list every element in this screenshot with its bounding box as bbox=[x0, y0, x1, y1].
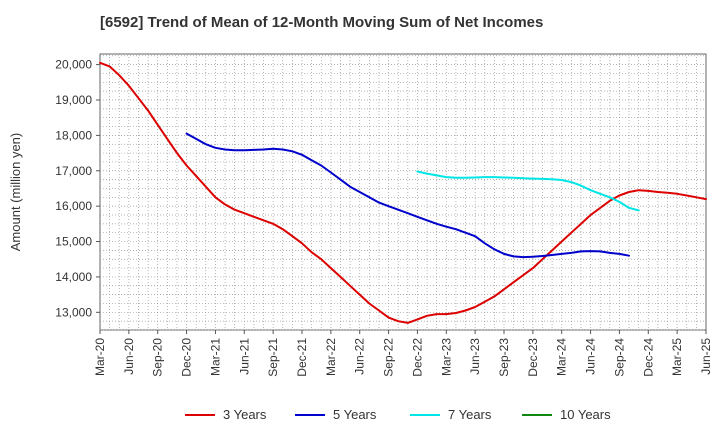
x-tick-label: Sep-20 bbox=[151, 338, 165, 377]
legend-label: 7 Years bbox=[448, 407, 492, 422]
chart-title: [6592] Trend of Mean of 12-Month Moving … bbox=[100, 14, 544, 31]
x-tick-label: Dec-21 bbox=[295, 338, 309, 377]
y-tick-label: 18,000 bbox=[55, 128, 92, 142]
x-tick-label: Jun-24 bbox=[584, 338, 598, 375]
x-tick-label: Dec-22 bbox=[410, 338, 424, 377]
x-tick-label: Sep-24 bbox=[612, 338, 626, 377]
x-tick-label: Mar-23 bbox=[439, 338, 453, 376]
series-line-5-years bbox=[185, 132, 630, 259]
y-tick-label: 15,000 bbox=[55, 235, 92, 249]
x-tick-label: Jun-20 bbox=[122, 338, 136, 375]
x-tick-label: Sep-22 bbox=[382, 338, 396, 377]
x-tick-label: Jun-23 bbox=[468, 338, 482, 375]
x-tick-label: Sep-21 bbox=[266, 338, 280, 377]
y-tick-label: 16,000 bbox=[55, 199, 92, 213]
x-tick-label: Mar-21 bbox=[208, 338, 222, 376]
y-tick-label: 13,000 bbox=[55, 305, 92, 319]
plot-area bbox=[99, 53, 707, 331]
x-tick-label: Mar-22 bbox=[324, 338, 338, 376]
series-line-7-years bbox=[416, 170, 640, 212]
legend-label: 5 Years bbox=[333, 407, 377, 422]
legend-label: 3 Years bbox=[223, 407, 267, 422]
x-tick-label: Dec-24 bbox=[641, 338, 655, 377]
y-axis-label: Amount (million yen) bbox=[8, 133, 23, 252]
series-line-3-years bbox=[99, 61, 707, 324]
x-tick-label: Jun-25 bbox=[699, 338, 713, 375]
legend-label: 10 Years bbox=[560, 407, 611, 422]
x-tick-label: Mar-20 bbox=[93, 338, 107, 376]
y-tick-label: 14,000 bbox=[55, 270, 92, 284]
x-tick-label: Mar-25 bbox=[670, 338, 684, 376]
x-tick-label: Jun-21 bbox=[237, 338, 251, 375]
x-tick-label: Jun-22 bbox=[353, 338, 367, 375]
x-tick-label: Dec-23 bbox=[526, 338, 540, 377]
x-tick-label: Mar-24 bbox=[555, 338, 569, 376]
y-tick-label: 20,000 bbox=[55, 58, 92, 72]
y-tick-label: 19,000 bbox=[55, 93, 92, 107]
y-tick-label: 17,000 bbox=[55, 164, 92, 178]
x-tick-label: Sep-23 bbox=[497, 338, 511, 377]
x-tick-label: Dec-20 bbox=[180, 338, 194, 377]
